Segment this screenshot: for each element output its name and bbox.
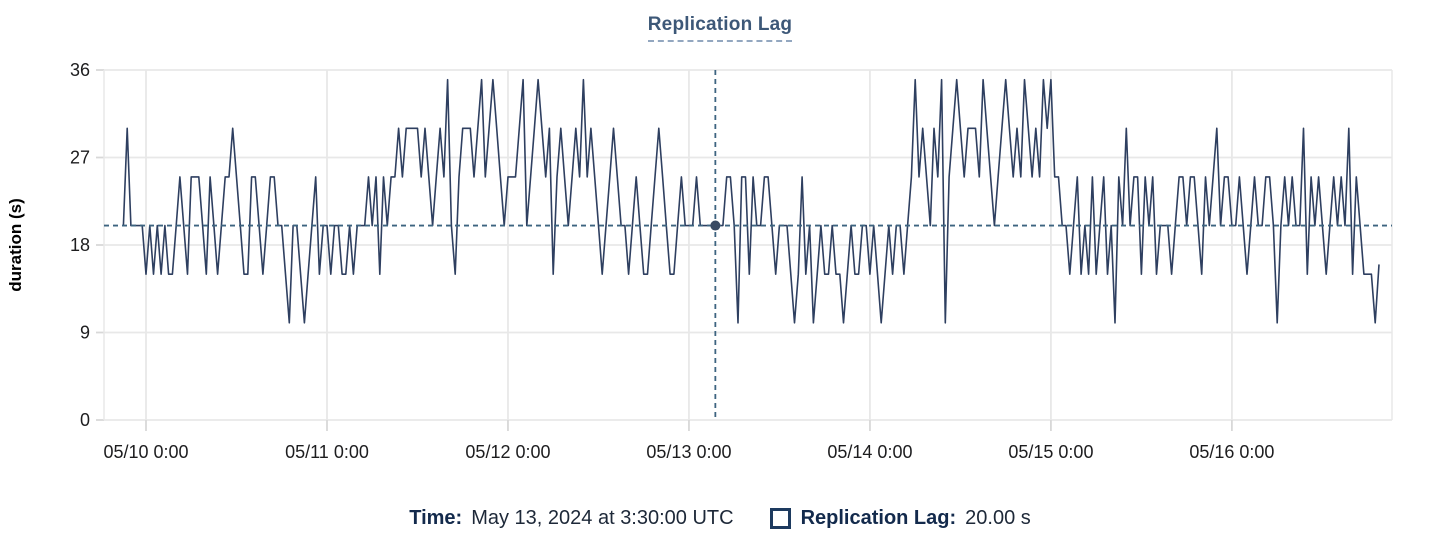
time-value: May 13, 2024 at 3:30:00 UTC xyxy=(471,506,734,529)
x-tick-label: 05/12 0:00 xyxy=(465,442,550,462)
y-tick-label: 9 xyxy=(80,323,90,343)
x-tick-label: 05/16 0:00 xyxy=(1189,442,1274,462)
spacer xyxy=(734,507,770,530)
x-tick-label: 05/14 0:00 xyxy=(827,442,912,462)
y-tick-label: 36 xyxy=(70,60,90,80)
x-tick-label: 05/13 0:00 xyxy=(646,442,731,462)
y-tick-label: 18 xyxy=(70,235,90,255)
series-line-replication-lag xyxy=(122,78,1380,324)
spacer xyxy=(956,507,965,530)
y-axis-title: duration (s) xyxy=(6,198,25,292)
crosshair-point xyxy=(710,220,721,231)
y-tick-label: 0 xyxy=(80,410,90,430)
spacer xyxy=(462,507,471,530)
x-tick-label: 05/10 0:00 xyxy=(103,442,188,462)
y-tick-label: 27 xyxy=(70,148,90,168)
legend-checkbox-icon[interactable] xyxy=(769,507,791,529)
x-tick-label: 05/15 0:00 xyxy=(1008,442,1093,462)
x-tick-label: 05/11 0:00 xyxy=(285,442,369,462)
legend-series-label[interactable]: Replication Lag: xyxy=(800,506,957,529)
legend-row: Time: May 13, 2024 at 3:30:00 UTC Replic… xyxy=(0,501,1440,535)
chart-title-row: Replication Lag xyxy=(0,14,1440,42)
chart-title[interactable]: Replication Lag xyxy=(647,14,793,42)
legend-series-value: 20.00 s xyxy=(965,506,1031,529)
time-label: Time: xyxy=(409,506,463,529)
replication-lag-chart[interactable]: duration (s) 0 9 18 27 36 05/10 0:00 05/11 0:0… xyxy=(0,50,1440,485)
